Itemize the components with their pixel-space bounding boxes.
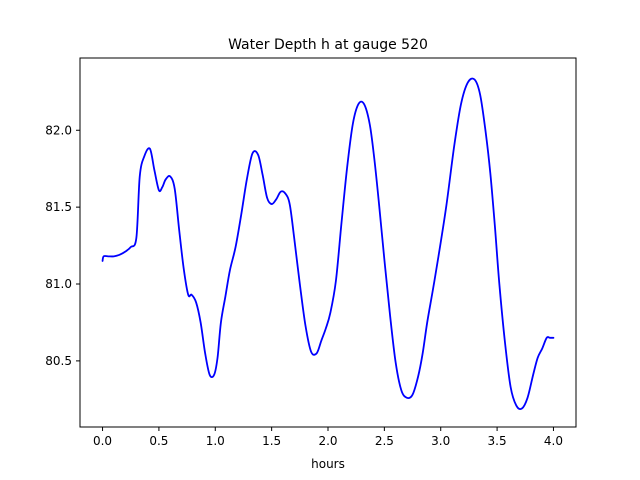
- y-tick-label: 80.5: [45, 354, 72, 368]
- x-tick-label: 1.5: [262, 434, 281, 448]
- x-tick-label: 3.0: [431, 434, 450, 448]
- x-axis-label: hours: [311, 457, 345, 471]
- x-tick-label: 2.0: [318, 434, 337, 448]
- chart-title: Water Depth h at gauge 520: [228, 37, 428, 53]
- plot-frame: [79, 57, 577, 428]
- plot-area: [80, 58, 576, 427]
- x-tick-label: 1.0: [206, 434, 225, 448]
- x-tick-label: 4.0: [544, 434, 563, 448]
- x-tick-label: 2.5: [375, 434, 394, 448]
- ticks: 0.0 0.5 1.0 1.5 2.0 2.5 3.0 3.5 4.0 80.5 81.0 81.5 8…: [45, 123, 563, 448]
- series-line: [101, 77, 555, 411]
- x-tick-label: 0.0: [93, 434, 112, 448]
- y-tick-label: 81.0: [45, 277, 72, 291]
- y-tick-label: 81.5: [45, 200, 72, 214]
- x-tick-label: 3.5: [488, 434, 507, 448]
- y-tick-label: 82.0: [45, 123, 72, 137]
- x-tick-label: 0.5: [149, 434, 168, 448]
